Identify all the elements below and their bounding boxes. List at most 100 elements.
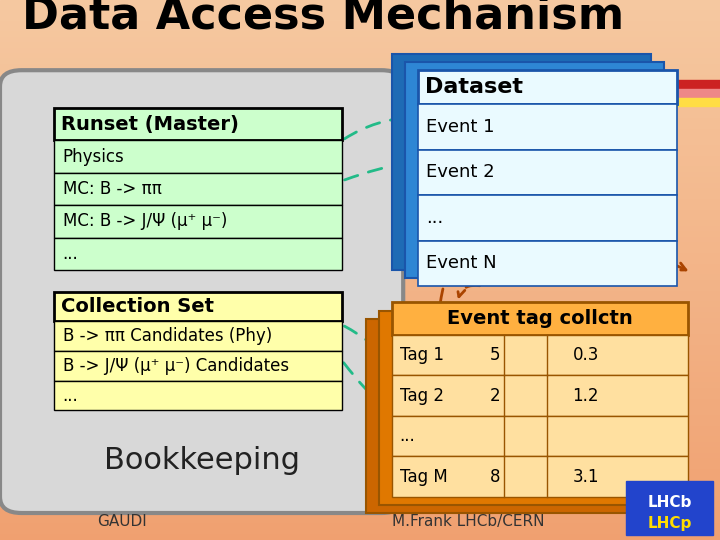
- Text: Bookkeeping: Bookkeeping: [104, 446, 300, 475]
- Text: Tag M: Tag M: [400, 468, 447, 485]
- Bar: [0, 351, 720, 356]
- Bar: [0, 432, 720, 437]
- Bar: [54, 108, 342, 140]
- Bar: [0, 491, 720, 497]
- Bar: [0, 119, 720, 124]
- Bar: [0, 205, 720, 211]
- Bar: [0, 103, 720, 108]
- Bar: [0, 340, 720, 346]
- Bar: [0, 238, 720, 243]
- Bar: [0, 140, 720, 146]
- Bar: [0, 454, 720, 459]
- Bar: [418, 241, 677, 286]
- Bar: [0, 16, 720, 22]
- Bar: [0, 243, 720, 248]
- Bar: [54, 381, 342, 410]
- Bar: [626, 481, 713, 535]
- Bar: [0, 464, 720, 470]
- Text: MC: B -> J/Ψ (μ⁺ μ⁻): MC: B -> J/Ψ (μ⁺ μ⁻): [63, 212, 227, 231]
- Text: 5: 5: [490, 346, 500, 364]
- Text: Data Access Mechanism: Data Access Mechanism: [22, 0, 624, 38]
- Bar: [392, 375, 688, 416]
- Text: Dataset: Dataset: [425, 77, 523, 97]
- Bar: [0, 513, 720, 518]
- Bar: [0, 70, 720, 76]
- Bar: [0, 5, 720, 11]
- Bar: [0, 313, 720, 319]
- Bar: [0, 59, 720, 65]
- Bar: [0, 43, 720, 49]
- Bar: [0, 518, 720, 524]
- Bar: [0, 232, 720, 238]
- Text: ...: ...: [63, 387, 78, 404]
- Bar: [0, 297, 720, 302]
- Bar: [0, 178, 720, 184]
- Bar: [0, 65, 720, 70]
- Bar: [0, 32, 720, 38]
- Bar: [392, 335, 688, 375]
- Text: B -> ππ Candidates (Phy): B -> ππ Candidates (Phy): [63, 327, 272, 345]
- Bar: [0, 270, 720, 275]
- Bar: [0, 524, 720, 529]
- Bar: [0, 81, 720, 86]
- Bar: [0, 11, 720, 16]
- Text: LHCp: LHCp: [647, 516, 692, 531]
- Text: M.Frank LHCb/CERN: M.Frank LHCb/CERN: [392, 514, 544, 529]
- Bar: [0, 146, 720, 151]
- Bar: [0, 427, 720, 432]
- Text: Event N: Event N: [426, 254, 497, 273]
- Bar: [0, 151, 720, 157]
- Bar: [0, 108, 720, 113]
- Bar: [0, 373, 720, 378]
- Bar: [418, 150, 677, 195]
- Text: LHCb: LHCb: [647, 495, 692, 510]
- Bar: [392, 456, 688, 497]
- Bar: [0, 248, 720, 254]
- Bar: [0, 22, 720, 27]
- Bar: [0, 167, 720, 173]
- Bar: [0, 189, 720, 194]
- Bar: [0, 324, 720, 329]
- Bar: [0, 157, 720, 162]
- Bar: [379, 310, 675, 505]
- Bar: [0, 92, 720, 97]
- Text: ...: ...: [426, 209, 444, 227]
- Bar: [0, 0, 720, 5]
- Bar: [405, 62, 664, 278]
- Bar: [0, 319, 720, 324]
- Text: B -> J/Ψ (μ⁺ μ⁻) Candidates: B -> J/Ψ (μ⁺ μ⁻) Candidates: [63, 357, 289, 375]
- Text: 8: 8: [490, 468, 500, 485]
- Bar: [0, 265, 720, 270]
- Bar: [54, 238, 342, 270]
- Bar: [0, 459, 720, 464]
- Bar: [0, 275, 720, 281]
- Text: Runset (Master): Runset (Master): [61, 114, 239, 134]
- Bar: [0, 410, 720, 416]
- Bar: [0, 292, 720, 297]
- Text: Event 2: Event 2: [426, 164, 495, 181]
- Bar: [0, 98, 720, 106]
- Text: ...: ...: [400, 427, 415, 445]
- Bar: [0, 216, 720, 221]
- Bar: [0, 281, 720, 286]
- Bar: [366, 319, 662, 513]
- Bar: [0, 389, 720, 394]
- Bar: [0, 49, 720, 54]
- Bar: [0, 329, 720, 335]
- Text: GAUDI: GAUDI: [97, 514, 148, 529]
- Bar: [0, 259, 720, 265]
- Text: Physics: Physics: [63, 147, 125, 166]
- Bar: [0, 481, 720, 486]
- Bar: [392, 416, 688, 456]
- Bar: [0, 308, 720, 313]
- Text: ...: ...: [63, 245, 78, 263]
- Bar: [0, 502, 720, 508]
- Bar: [54, 351, 342, 381]
- Bar: [0, 335, 720, 340]
- Bar: [0, 437, 720, 443]
- Bar: [0, 346, 720, 351]
- Bar: [0, 254, 720, 259]
- Bar: [0, 162, 720, 167]
- Bar: [0, 97, 720, 103]
- Bar: [54, 173, 342, 205]
